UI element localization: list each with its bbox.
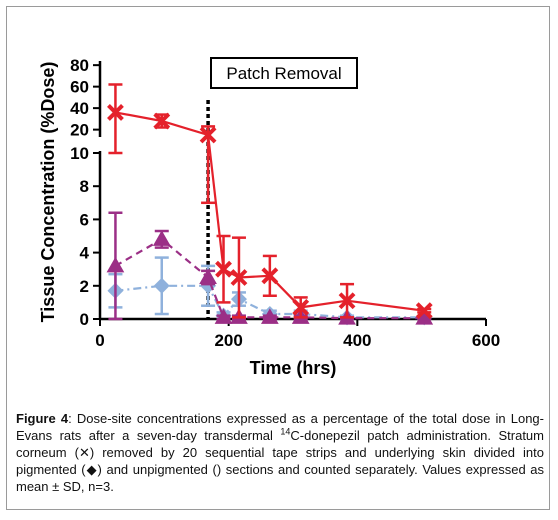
data-point-x <box>292 298 310 316</box>
caption-text-2: C-donepezil patch administration. Stratu… <box>16 428 544 494</box>
y-tick-label: 8 <box>80 177 89 196</box>
data-point-triangle <box>199 268 217 284</box>
data-point-x <box>230 269 248 286</box>
y-tick-label: 20 <box>70 121 89 140</box>
data-point-x <box>199 126 217 144</box>
annotation-label: Patch Removal <box>226 64 341 83</box>
figure-panel <box>6 6 550 510</box>
data-point-x <box>415 302 433 320</box>
y-tick-label: 60 <box>70 78 89 97</box>
y-tick-label: 80 <box>70 56 89 75</box>
x-tick-label: 400 <box>343 331 371 350</box>
chart: 0 2 4 6 8 10 20 40 60 80 0 200 400 600 Time (hrs) Tissu… <box>38 56 500 378</box>
data-point-x <box>261 267 279 285</box>
data-point-triangle <box>260 308 279 324</box>
x-tick-label: 600 <box>472 331 500 350</box>
data-point-x <box>107 104 124 121</box>
x-axis-title: Time (hrs) <box>250 358 337 378</box>
data-point-x <box>338 292 356 310</box>
y-tick-label: 40 <box>70 99 89 118</box>
data-point-x <box>215 260 232 278</box>
y-tick-label: 0 <box>80 310 89 329</box>
y-tick-label: 10 <box>70 144 89 163</box>
x-tick-label: 200 <box>214 331 242 350</box>
y-tick-label: 2 <box>80 277 89 296</box>
data-point-triangle <box>106 256 125 273</box>
annotation-box <box>210 57 358 89</box>
x-tick-label: 0 <box>95 331 104 350</box>
data-point-diamond <box>153 277 170 294</box>
y-tick-label: 6 <box>80 210 89 229</box>
data-point-x <box>153 112 171 130</box>
y-tick-label: 4 <box>80 244 90 263</box>
figure-caption: Figure 4: Dose-site concentrations expre… <box>16 410 544 495</box>
caption-superscript: 14 <box>280 426 291 437</box>
data-point-triangle <box>214 308 233 324</box>
y-axis-title: Tissue Concentration (%Dose) <box>38 62 58 323</box>
caption-label: Figure 4 <box>16 411 69 426</box>
caption-text-1: : Dose-site concentrations expressed as … <box>16 411 544 443</box>
data-point-triangle <box>152 230 171 246</box>
